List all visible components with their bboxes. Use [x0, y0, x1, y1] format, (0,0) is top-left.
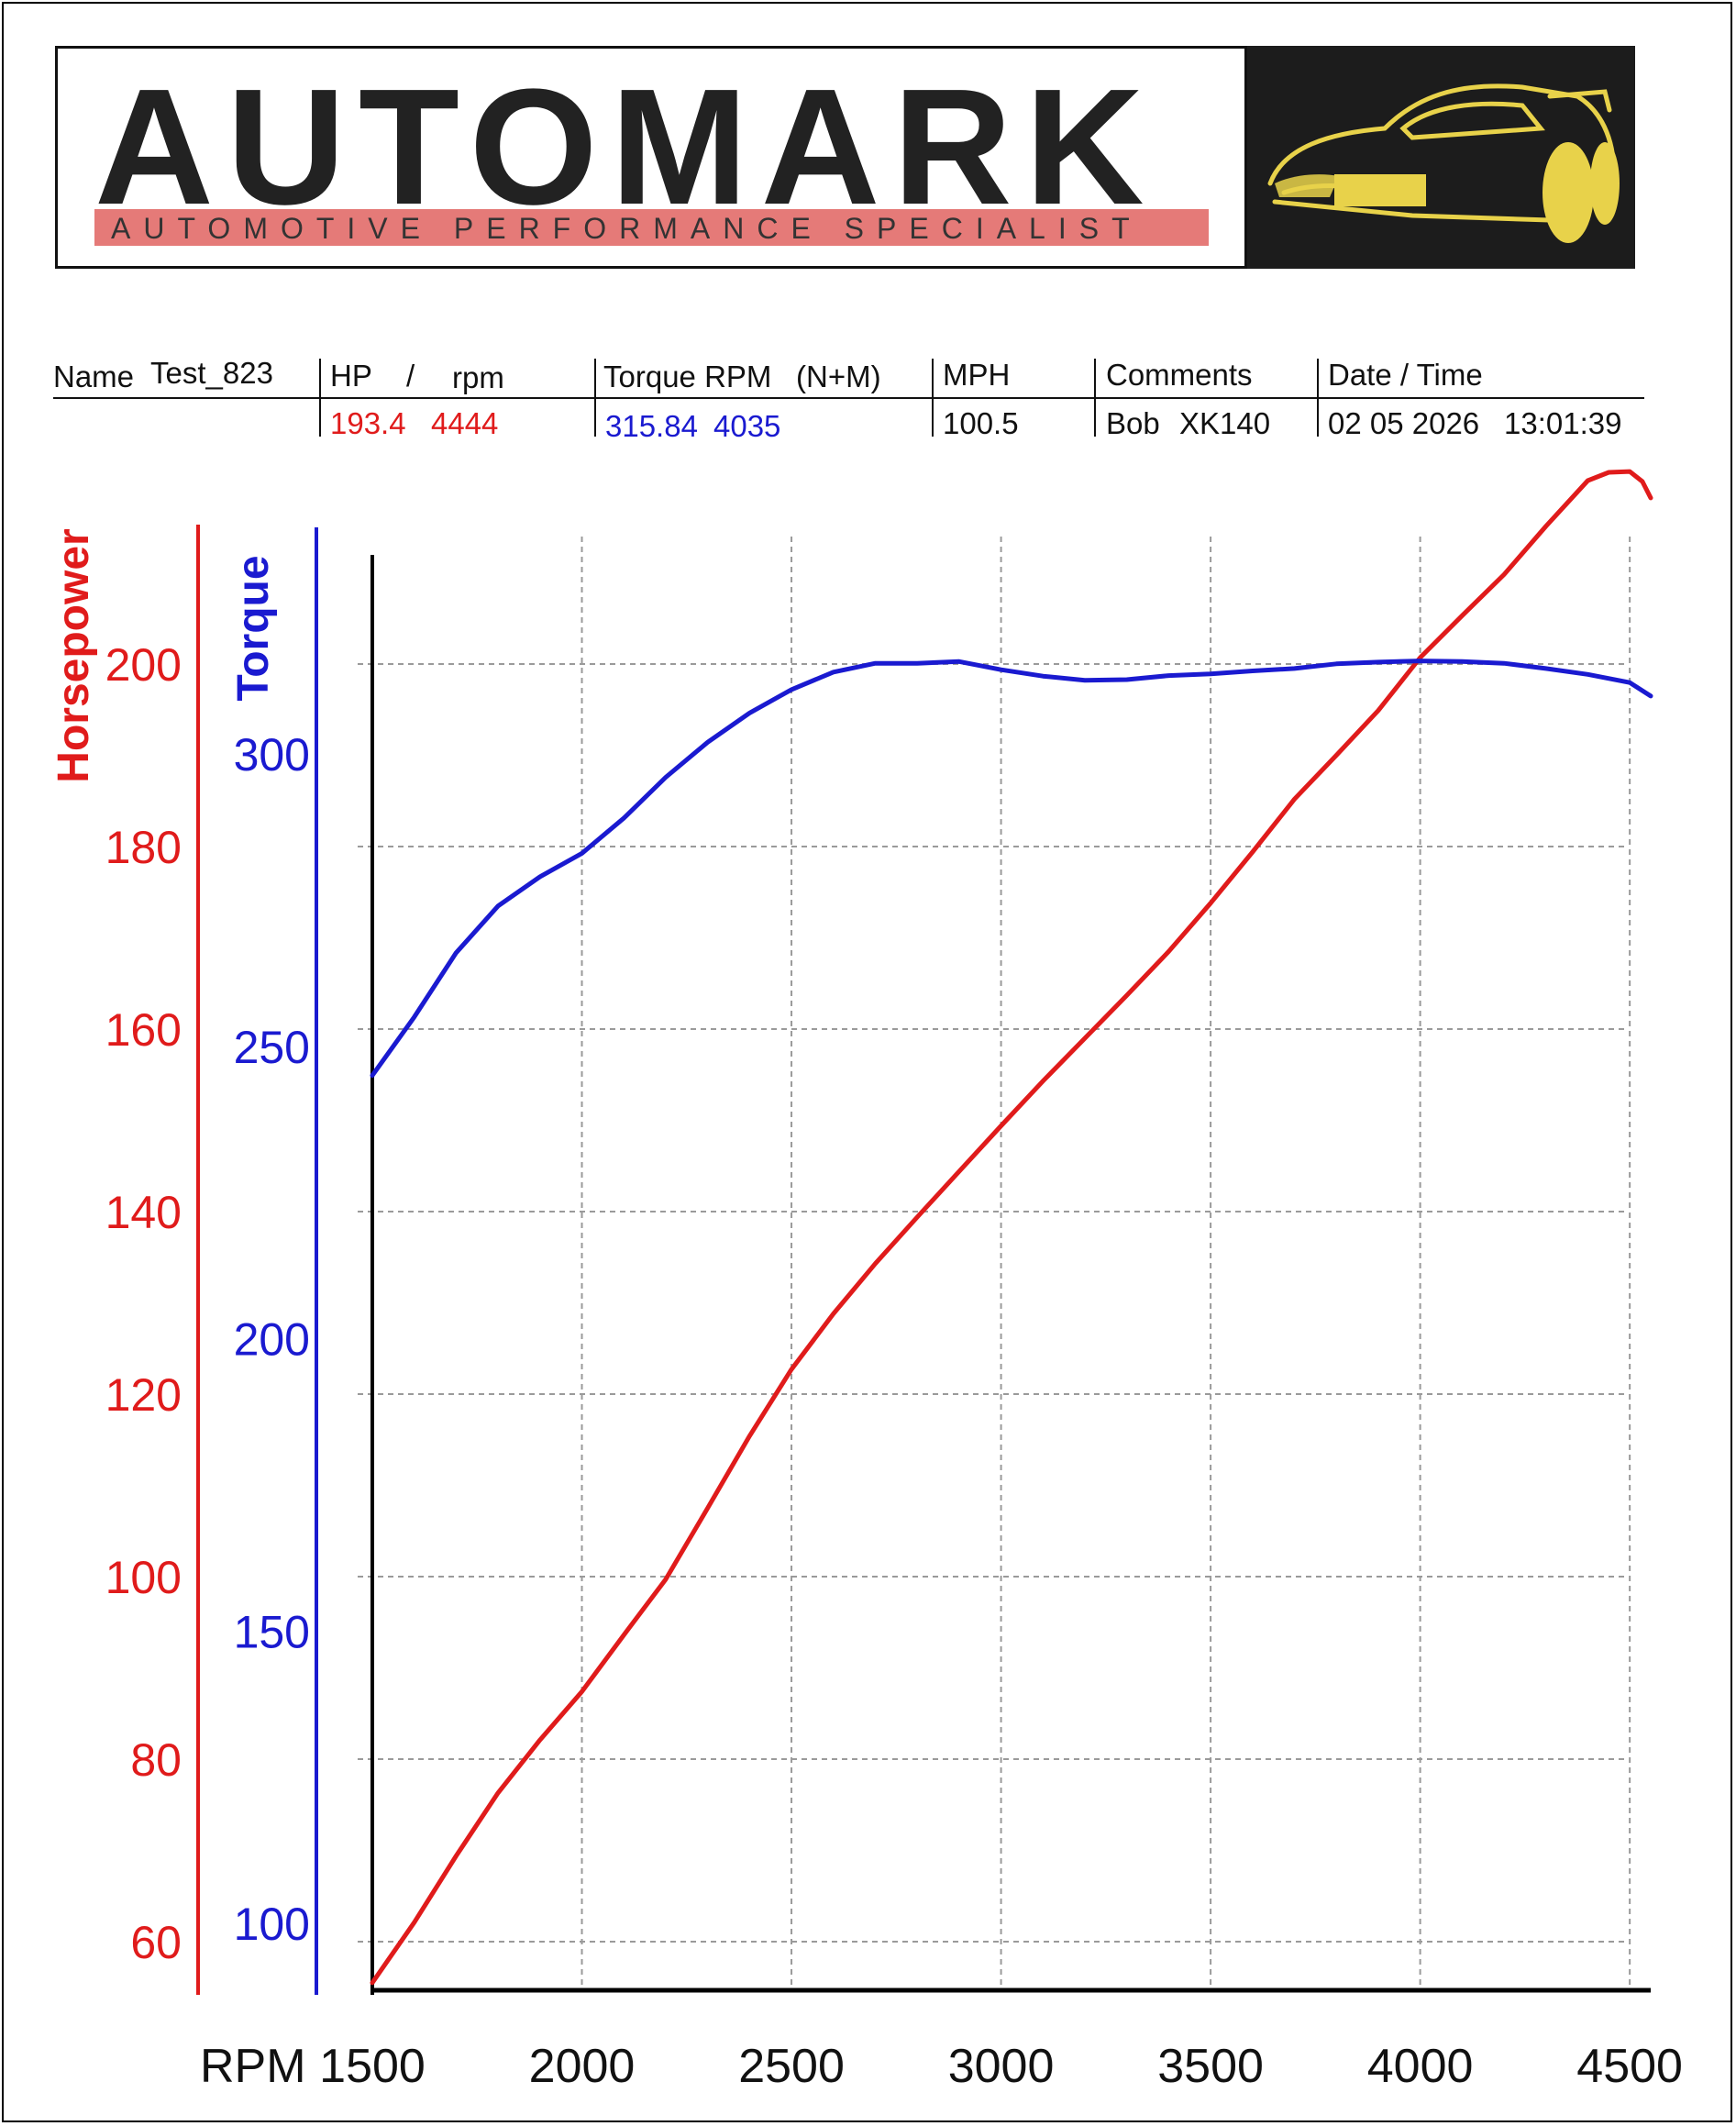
info-separator [932, 359, 934, 437]
name-value: Test_823 [150, 356, 273, 390]
rpm-label: rpm [452, 360, 504, 394]
logo-title: AUTOMARK [94, 55, 1157, 239]
hp-tick-label: 120 [105, 1369, 182, 1421]
x-tick-label: 2500 [738, 2040, 845, 2093]
info-separator [594, 359, 596, 437]
axes [196, 525, 1651, 1995]
torque-series-line [370, 659, 1653, 1079]
comments-value-2: XK140 [1179, 406, 1271, 440]
sports-car-icon [1267, 83, 1620, 243]
torque-axis-title: Torque [229, 555, 278, 701]
datetime-label: Date / Time [1328, 358, 1483, 392]
logo-text-panel: AUTOMARK AUTOMOTIVE PERFORMANCE SPECIALI… [55, 46, 1247, 269]
info-separator [1094, 359, 1096, 437]
hp-tick-label: 140 [105, 1187, 182, 1238]
hp-value: 193.4 [330, 406, 406, 440]
horsepower-axis-title: Horsepower [50, 528, 98, 782]
x-tick-label: 4000 [1367, 2040, 1474, 2093]
hp-label: HP [330, 359, 372, 393]
torque-tick-label: 300 [234, 729, 310, 781]
logo-header: AUTOMARK AUTOMOTIVE PERFORMANCE SPECIALI… [55, 46, 1635, 269]
hp-tick-label: 180 [105, 822, 182, 873]
x-tick-label: 4500 [1576, 2040, 1683, 2093]
torque-value: 315.84 [605, 409, 698, 443]
hp-tick-label: 200 [105, 639, 182, 691]
info-separator [1317, 359, 1319, 437]
labels: Horsepower Torque 60 80 100 120 140 160 180 200 10… [50, 528, 1683, 2093]
torque-tick-label: 250 [234, 1022, 310, 1073]
x-tick-label: 3000 [948, 2040, 1055, 2093]
x-axis-title: RPM [200, 2040, 306, 2093]
name-label: Name [53, 360, 135, 393]
torque-rpm-value: 4035 [713, 409, 781, 443]
torque-unit: (N+M) [796, 360, 881, 393]
x-tick-label: 1500 [319, 2040, 426, 2093]
info-divider [53, 397, 1644, 399]
hp-slash: / [406, 359, 415, 393]
hp-rpm-value: 4444 [431, 406, 499, 440]
torque-tick-label: 200 [234, 1314, 310, 1366]
comments-label: Comments [1106, 358, 1253, 392]
mph-label: MPH [943, 358, 1011, 392]
hp-tick-label: 160 [105, 1004, 182, 1056]
info-separator [319, 359, 321, 437]
torque-tick-label: 150 [234, 1606, 310, 1657]
torque-label: Torque RPM [603, 360, 772, 393]
run-info-table: Name Test_823 HP / rpm 193.4 4444 Torque… [53, 356, 1649, 448]
mph-value: 100.5 [943, 406, 1019, 440]
grid [358, 537, 1631, 1990]
logo-car-panel [1247, 46, 1635, 269]
series [370, 469, 1653, 1986]
time-value: 13:01:39 [1504, 406, 1622, 440]
comments-value-1: Bob [1106, 406, 1160, 440]
date-value: 02 05 2026 [1328, 406, 1480, 440]
hp-tick-label: 80 [130, 1734, 182, 1786]
torque-tick-label: 100 [234, 1899, 310, 1950]
hp-tick-label: 100 [105, 1552, 182, 1603]
logo-subtitle: AUTOMOTIVE PERFORMANCE SPECIALIST [111, 212, 1143, 245]
horsepower-series-line [370, 469, 1653, 1986]
logo-subtitle-bar: AUTOMOTIVE PERFORMANCE SPECIALIST [94, 209, 1209, 246]
x-tick-label: 3500 [1157, 2040, 1264, 2093]
hp-tick-label: 60 [130, 1917, 182, 1968]
x-tick-label: 2000 [529, 2040, 636, 2093]
